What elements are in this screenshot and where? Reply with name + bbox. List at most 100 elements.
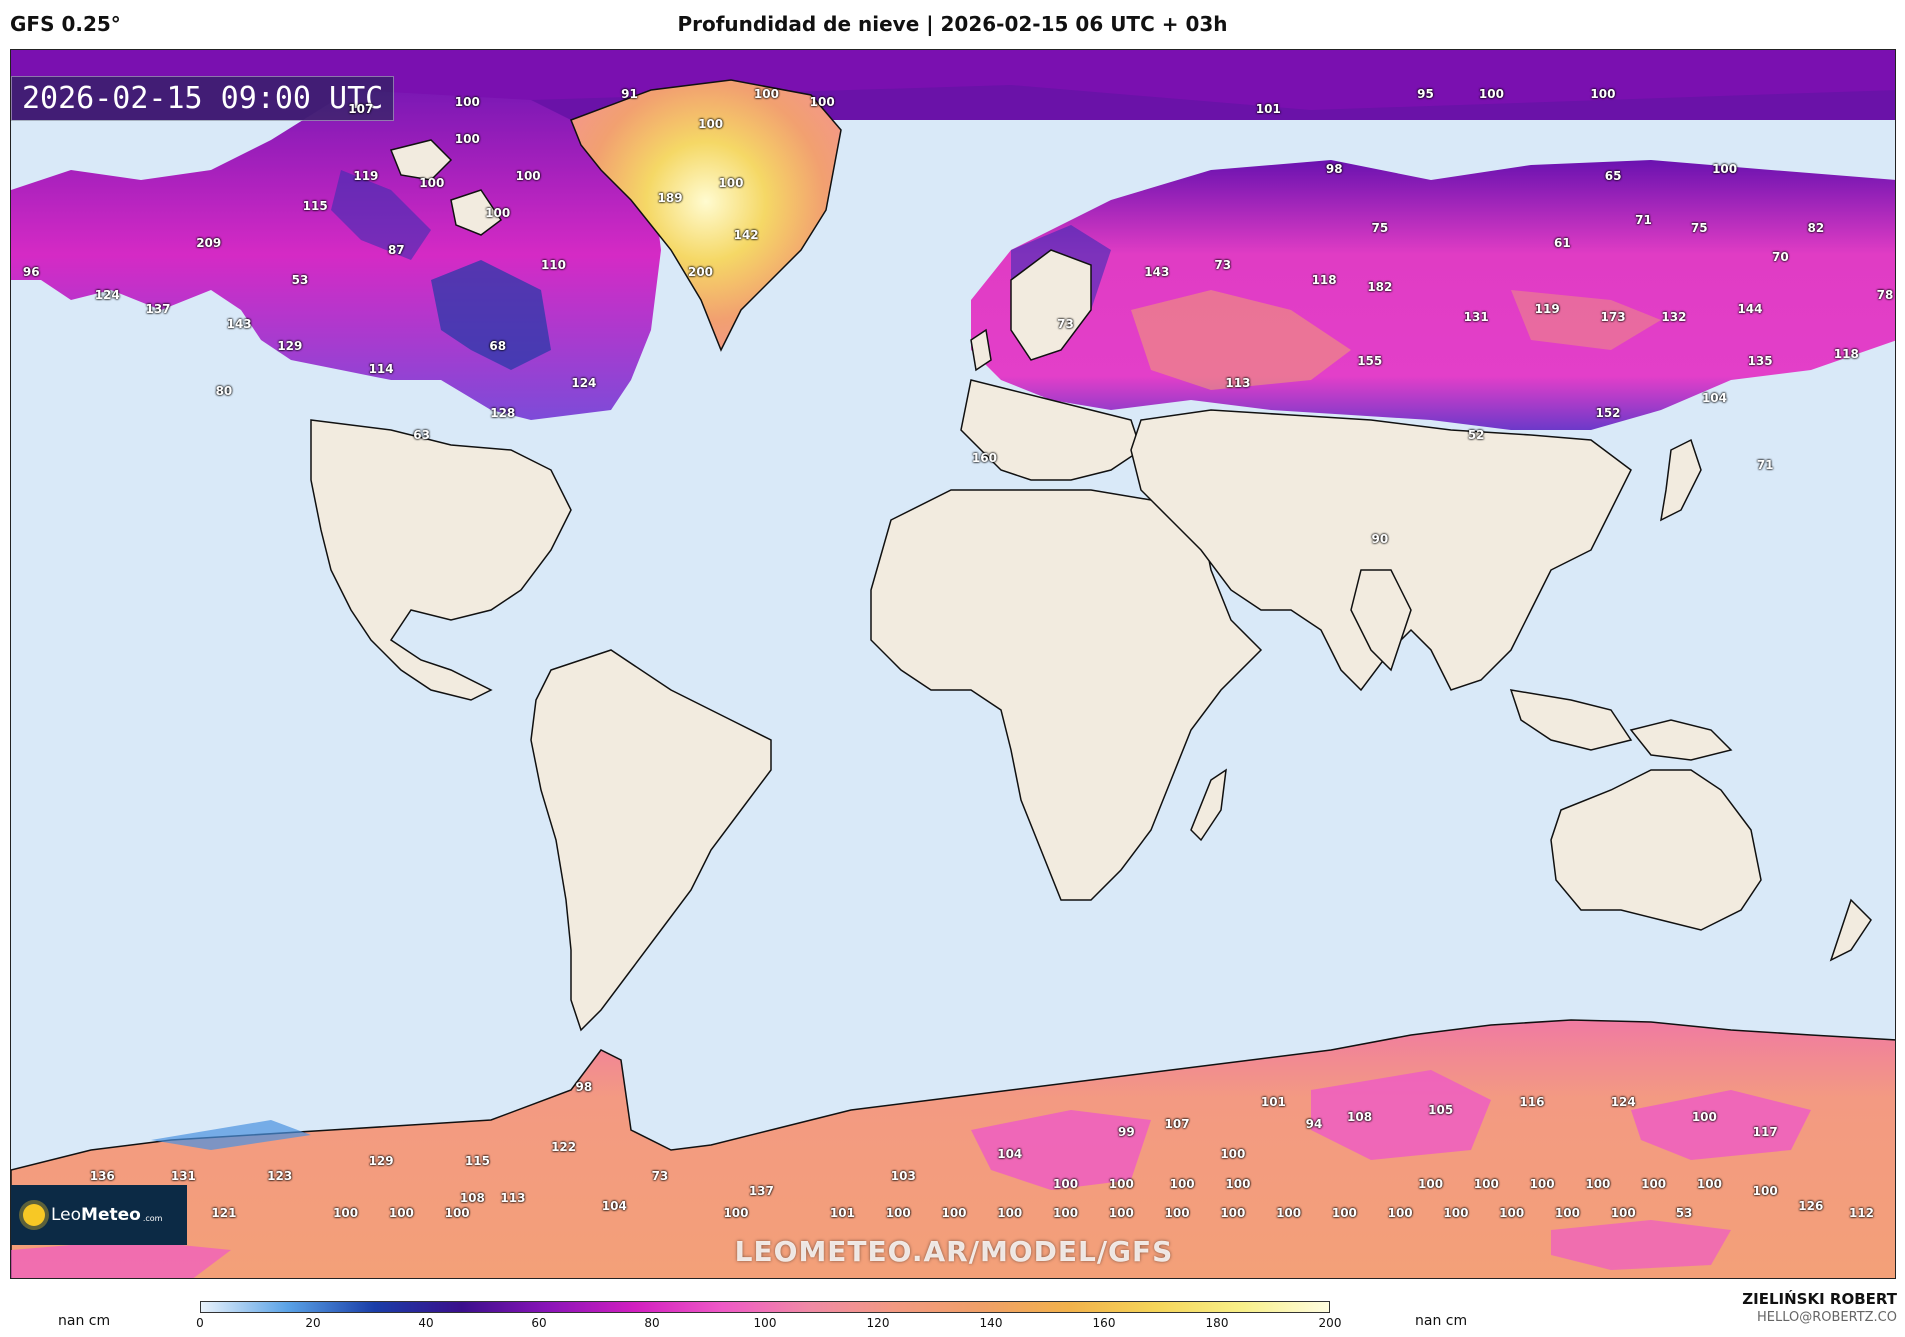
snow-depth-value: 124 xyxy=(94,287,120,302)
snow-depth-value: 100 xyxy=(419,176,445,191)
colorbar-tick: 180 xyxy=(1205,1316,1229,1330)
snow-depth-value: 70 xyxy=(1772,250,1789,265)
snow-depth-value: 100 xyxy=(1164,1206,1190,1221)
snow-depth-value: 143 xyxy=(226,317,252,332)
snow-depth-map[interactable]: 2026-02-15 09:00 UTC 107 100 91 100 100 100 10… xyxy=(10,49,1896,1279)
eurasia-snow xyxy=(971,160,1895,430)
snow-depth-value: 100 xyxy=(485,206,511,220)
unit-left: nan cm xyxy=(58,1313,111,1329)
author-credits: ZIELIŃSKI ROBERT HELLO@ROBERTZ.CO xyxy=(1742,1290,1897,1325)
snow-depth-value: 152 xyxy=(1595,406,1621,421)
snow-depth-value: 132 xyxy=(1661,309,1687,324)
snow-depth-value: 100 xyxy=(1641,1176,1667,1191)
snow-depth-value: 100 xyxy=(1108,1176,1134,1191)
snow-depth-value: 112 xyxy=(1848,1206,1875,1221)
snow-depth-value: 100 xyxy=(1108,1206,1134,1221)
snow-depth-value: 96 xyxy=(22,265,40,280)
snow-depth-value: 100 xyxy=(718,176,744,191)
snow-depth-value: 73 xyxy=(1214,257,1232,272)
snow-depth-value: 100 xyxy=(1610,1206,1636,1221)
snow-depth-value: 100 xyxy=(444,1206,470,1221)
snow-depth-value: 100 xyxy=(1752,1184,1778,1199)
colorbar xyxy=(200,1301,1330,1313)
snow-depth-value: 100 xyxy=(698,117,724,132)
model-name: GFS 0.25° xyxy=(10,12,121,36)
snow-depth-value: 100 xyxy=(1554,1206,1580,1221)
colorbar-tick: 160 xyxy=(1092,1316,1116,1330)
map-canvas xyxy=(11,50,1895,1278)
greenland-ice xyxy=(570,79,842,352)
logo-text-bold: Meteo xyxy=(81,1205,141,1225)
snow-depth-value: 100 xyxy=(1585,1176,1611,1191)
snow-depth-value: 61 xyxy=(1554,235,1571,250)
colorbar-tick: 120 xyxy=(866,1316,890,1330)
snow-depth-value: 101 xyxy=(1260,1095,1286,1110)
snow-depth-value: 128 xyxy=(490,406,516,421)
snow-depth-value: 63 xyxy=(413,428,431,443)
snow-depth-value: 104 xyxy=(601,1198,627,1213)
snow-depth-value: 94 xyxy=(1305,1117,1323,1132)
map-title: Profundidad de nieve | 2026-02-15 06 UTC… xyxy=(677,12,1228,36)
valid-time-badge: 2026-02-15 09:00 UTC xyxy=(11,76,395,121)
snow-depth-value: 100 xyxy=(333,1206,359,1221)
snow-depth-value: 100 xyxy=(454,131,480,146)
snow-depth-value: 100 xyxy=(1590,87,1616,102)
snow-depth-value: 100 xyxy=(515,168,541,183)
snow-depth-value: 100 xyxy=(941,1206,967,1221)
snow-depth-value: 71 xyxy=(1756,457,1774,472)
snow-depth-value: 113 xyxy=(500,1191,526,1206)
snow-depth-value: 108 xyxy=(459,1191,485,1206)
snow-depth-value: 99 xyxy=(1118,1124,1135,1139)
snow-depth-value: 122 xyxy=(551,1139,577,1154)
snow-depth-value: 107 xyxy=(348,102,374,117)
snow-depth-value: 189 xyxy=(657,191,683,206)
author-name: ZIELIŃSKI ROBERT xyxy=(1742,1290,1897,1308)
leometeo-logo[interactable]: Leo Meteo .com xyxy=(11,1185,187,1245)
colorbar-tick: 80 xyxy=(644,1316,660,1330)
colorbar-tick: 0 xyxy=(196,1316,204,1330)
snow-depth-value: 100 xyxy=(1276,1206,1302,1221)
snow-depth-value: 53 xyxy=(1675,1206,1693,1221)
snow-depth-value: 121 xyxy=(211,1206,237,1221)
snow-depth-value: 73 xyxy=(651,1169,669,1184)
snow-depth-value: 52 xyxy=(1467,428,1485,443)
snow-depth-value: 100 xyxy=(723,1206,749,1221)
snow-depth-value: 100 xyxy=(1169,1176,1195,1191)
sun-icon xyxy=(23,1204,45,1226)
snow-depth-value: 110 xyxy=(540,257,566,272)
snow-depth-value: 75 xyxy=(1371,220,1389,235)
snow-depth-value: 100 xyxy=(1418,1176,1444,1191)
snow-depth-value: 129 xyxy=(277,339,303,354)
snow-depth-value: 155 xyxy=(1357,354,1383,369)
snow-depth-value: 114 xyxy=(368,361,394,376)
colorbar-tick: 60 xyxy=(531,1316,547,1330)
snow-depth-value: 100 xyxy=(1387,1206,1413,1221)
snow-depth-value: 105 xyxy=(1428,1102,1454,1117)
snow-depth-value: 73 xyxy=(1057,317,1074,332)
snow-depth-value: 100 xyxy=(1712,161,1738,176)
snow-depth-value: 68 xyxy=(489,339,507,354)
snow-depth-value: 135 xyxy=(1747,354,1773,369)
snow-depth-value: 143 xyxy=(1144,265,1170,280)
snow-depth-value: 137 xyxy=(748,1184,774,1199)
snow-depth-value: 100 xyxy=(1478,87,1504,102)
north-america-snow xyxy=(11,90,661,420)
snow-depth-value: 131 xyxy=(170,1169,196,1184)
snow-depth-value: 142 xyxy=(733,228,759,243)
snow-depth-value: 100 xyxy=(1473,1176,1499,1191)
snow-depth-value: 107 xyxy=(1164,1117,1190,1132)
snow-depth-value: 53 xyxy=(291,272,309,287)
snow-depth-value: 95 xyxy=(1417,87,1434,102)
snow-depth-value: 119 xyxy=(353,168,379,183)
snow-depth-value: 104 xyxy=(997,1147,1023,1162)
colorbar-ticks: 0 20 40 60 80 100 120 140 160 180 200 xyxy=(196,1316,1341,1336)
snow-depth-value: 182 xyxy=(1367,280,1393,295)
snow-depth-value: 87 xyxy=(387,243,405,258)
snow-depth-value: 100 xyxy=(454,94,480,109)
snow-depth-value: 113 xyxy=(1225,376,1251,391)
snow-depth-value: 98 xyxy=(575,1080,593,1095)
snow-depth-value: 100 xyxy=(1225,1176,1251,1191)
snow-depth-value: 100 xyxy=(885,1206,911,1221)
colorbar-tick: 20 xyxy=(305,1316,321,1330)
snow-depth-value: 115 xyxy=(302,198,328,213)
